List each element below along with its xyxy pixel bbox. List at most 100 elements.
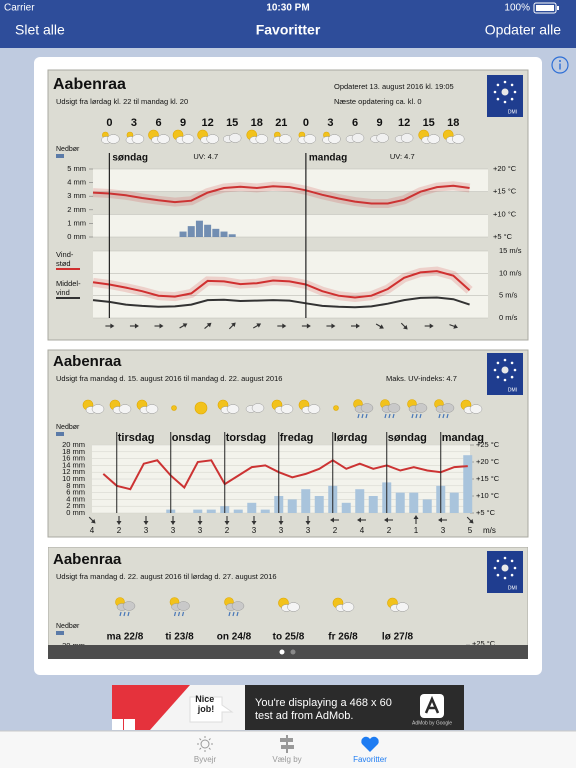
tab-icon [197, 736, 213, 752]
y-tick-label: 12 mm [62, 467, 85, 476]
precip-bar [204, 224, 212, 237]
arrow-head [116, 521, 122, 525]
logo-star [496, 559, 500, 563]
arrow-head [251, 521, 257, 525]
tab-vaelg-by[interactable]: Vælg by [272, 755, 301, 764]
ad-brand: AdMob by Google [412, 720, 452, 726]
rain-drop [442, 413, 445, 419]
arrow-head [306, 323, 311, 329]
carrier: Carrier [4, 3, 35, 14]
wind-arrow [129, 323, 139, 329]
cloud [441, 403, 455, 413]
arrow-head [356, 323, 360, 329]
logo-star [493, 368, 497, 372]
y-tick-label: 14 mm [62, 460, 85, 469]
logo-star [510, 559, 514, 563]
logo-star [513, 90, 517, 94]
weather-icon [115, 597, 136, 617]
precip-label: Nedbør [56, 424, 80, 431]
rain-drop [388, 413, 391, 419]
arrow-head [305, 521, 311, 525]
day-label: tirsdag [118, 432, 155, 444]
cloud [279, 134, 292, 144]
hour-tick-label: 0 [106, 117, 112, 129]
forecast-panel [48, 547, 528, 645]
hour-tick-label: 6 [352, 117, 358, 129]
precip-bar [422, 499, 432, 513]
cloud [400, 133, 414, 143]
day-label: ti 23/8 [165, 632, 194, 643]
precip-bar [287, 499, 297, 513]
delete-all-button[interactable]: Slet alle [15, 22, 65, 38]
weather-icon [278, 597, 300, 612]
cloud [228, 133, 242, 143]
hour-tick-label: 3 [131, 117, 137, 129]
wind-speed: 4 [360, 526, 365, 535]
wind-arrow [253, 323, 262, 329]
tab-byvejr[interactable]: Byvejr [194, 755, 217, 764]
ad-banner[interactable] [112, 685, 464, 730]
logo-star [503, 378, 507, 382]
rain-drop [173, 611, 177, 617]
arrow-head [384, 517, 388, 523]
updated-text: Opdateret 13. august 2016 kl. 19:05 [334, 82, 454, 91]
wind-unit: m/s [483, 526, 496, 535]
forecast-title: Aabenraa [53, 76, 126, 93]
weather-icon [148, 129, 170, 144]
logo-star [503, 576, 507, 580]
forecast-subtitle: Udsigt fra mandag d. 22. august 2016 til… [56, 572, 277, 581]
cloud [427, 134, 440, 144]
sun [171, 405, 177, 411]
weather-icon [273, 131, 292, 144]
y-tick-label: 15 m/s [499, 246, 522, 255]
logo-star [496, 83, 500, 87]
y2-tick-label: +25 °C [472, 639, 496, 648]
wind-arrow [154, 323, 164, 329]
cloud [122, 601, 136, 611]
weather-icon [171, 405, 177, 411]
cloud [328, 134, 341, 144]
wind-speed: 1 [414, 526, 419, 535]
uv-label: UV: 4.7 [390, 152, 415, 161]
temp-line [102, 459, 468, 491]
logo-star [503, 80, 507, 84]
arrow-head [110, 323, 115, 329]
tab-favoritter[interactable]: Favoritter [353, 755, 387, 764]
logo-star [510, 361, 514, 365]
wind-speed: 3 [144, 526, 149, 535]
y-tick-label: 20 mm [62, 641, 85, 650]
precip-bar [193, 509, 203, 513]
battery-icon [533, 2, 557, 14]
precip-bar [355, 489, 365, 513]
hour-tick-label: 6 [155, 117, 161, 129]
update-all-button[interactable]: Opdater alle [485, 22, 561, 38]
rain-drop [177, 611, 181, 617]
cloud [231, 601, 245, 611]
hour-tick-label: 0 [303, 117, 309, 129]
info-button[interactable] [551, 56, 569, 74]
weather-icon [380, 399, 401, 419]
y-tick-label: 16 mm [62, 454, 85, 463]
logo-star [496, 97, 500, 101]
arrow-head [429, 323, 434, 329]
precip-bar [212, 228, 220, 237]
weather-icon [345, 133, 365, 143]
precip-bar [206, 509, 216, 513]
wind-speed: 3 [441, 526, 446, 535]
precip-bar [463, 455, 473, 513]
precip-bar [395, 492, 405, 513]
arrow-head [453, 323, 458, 329]
cloud [360, 403, 374, 413]
sun [194, 401, 208, 415]
cloud [255, 134, 268, 144]
logo-crown [501, 88, 509, 96]
rain-drop [236, 611, 239, 617]
wind-arrow [330, 517, 339, 523]
rain-drop [365, 413, 368, 419]
logo-star [503, 358, 507, 362]
weather-icon [101, 131, 120, 144]
legend-swatch [56, 432, 64, 436]
y2-tick-label: +15 °C [493, 187, 517, 196]
forecast-3: Aabenraa Udsigt fra mandag d. 22. august … [48, 547, 528, 650]
cloud [131, 134, 145, 144]
